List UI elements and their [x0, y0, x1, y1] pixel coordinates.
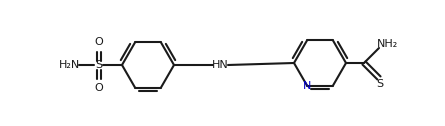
Text: NH₂: NH₂ — [377, 39, 399, 49]
Text: H₂N: H₂N — [59, 60, 81, 70]
Text: N: N — [303, 81, 311, 90]
Text: S: S — [376, 79, 384, 89]
Text: O: O — [95, 37, 103, 47]
Text: O: O — [95, 83, 103, 93]
Text: S: S — [95, 60, 102, 70]
Text: HN: HN — [212, 60, 228, 70]
